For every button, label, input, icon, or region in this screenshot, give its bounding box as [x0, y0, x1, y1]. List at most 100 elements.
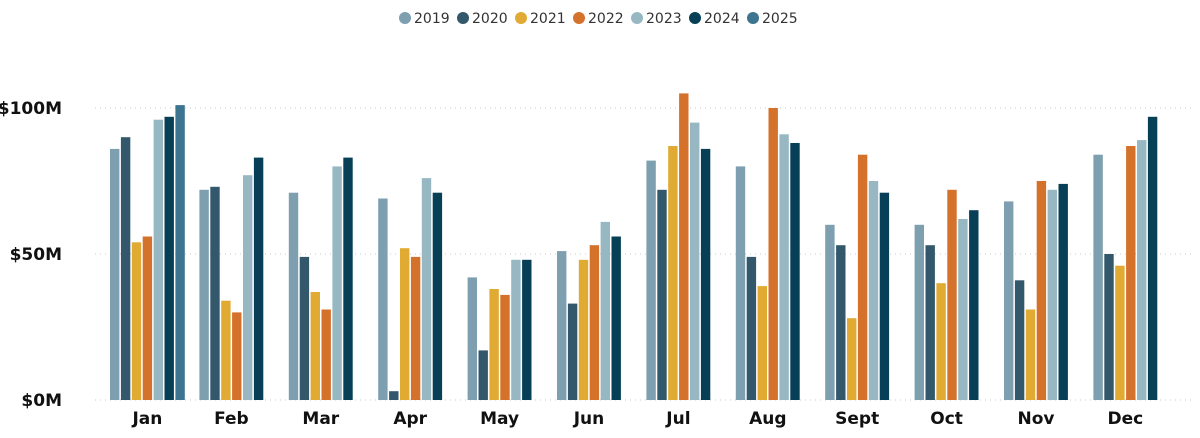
bar-jun-2023[interactable]: [600, 221, 610, 400]
bar-jul-2021[interactable]: [668, 146, 678, 400]
bar-group-dec: [1093, 116, 1158, 401]
x-axis: Jan Feb Mar Apr May Jun Jul Aug Sept Oct Nov Dec: [131, 409, 1143, 429]
bar-nov-2021[interactable]: [1025, 309, 1036, 401]
legend-item-2024[interactable]: 2024: [689, 11, 740, 27]
bar-jan-2021[interactable]: [131, 242, 142, 400]
bar-dec-2023[interactable]: [1137, 140, 1147, 400]
bar-feb-2022[interactable]: [232, 312, 242, 400]
bar-dec-2019[interactable]: [1093, 154, 1103, 400]
bar-nov-2024[interactable]: [1058, 183, 1068, 400]
bar-apr-2021[interactable]: [400, 248, 410, 400]
bar-jun-2022[interactable]: [589, 245, 600, 400]
bar-jun-2024[interactable]: [611, 236, 621, 401]
legend-item-2023[interactable]: 2023: [631, 11, 682, 27]
bar-may-2019[interactable]: [467, 277, 477, 400]
bar-jan-2024[interactable]: [164, 116, 174, 401]
bar-dec-2021[interactable]: [1115, 265, 1125, 400]
bar-jul-2024[interactable]: [700, 148, 711, 400]
bar-feb-2023[interactable]: [243, 175, 253, 400]
bar-jun-2021[interactable]: [578, 259, 589, 400]
bar-aug-2022[interactable]: [768, 108, 778, 400]
bar-dec-2022[interactable]: [1126, 146, 1136, 400]
bar-feb-2020[interactable]: [210, 186, 220, 400]
bar-sept-2020[interactable]: [836, 245, 846, 400]
x-tick-label: Jun: [573, 409, 605, 429]
bar-may-2022[interactable]: [500, 294, 510, 400]
bar-feb-2024[interactable]: [253, 157, 264, 400]
bar-nov-2019[interactable]: [1004, 201, 1014, 400]
bar-mar-2021[interactable]: [310, 292, 320, 400]
bar-dec-2020[interactable]: [1104, 254, 1114, 400]
bar-oct-2020[interactable]: [925, 245, 935, 400]
legend-label: 2024: [704, 11, 740, 27]
bar-apr-2019[interactable]: [378, 198, 388, 401]
legend: 2019 2020 2021 2022 2023 2024 2025: [399, 11, 798, 27]
legend-label: 2023: [646, 11, 682, 27]
bar-sept-2021[interactable]: [847, 318, 857, 400]
bar-oct-2022[interactable]: [947, 189, 957, 400]
bar-aug-2021[interactable]: [757, 286, 767, 400]
bar-sept-2022[interactable]: [857, 154, 868, 400]
bar-apr-2024[interactable]: [432, 192, 443, 400]
bar-may-2023[interactable]: [511, 259, 521, 400]
bar-group-aug: [735, 108, 800, 401]
bar-feb-2021[interactable]: [221, 300, 231, 400]
bar-group-jun: [557, 221, 621, 401]
bar-jan-2025[interactable]: [175, 105, 185, 400]
legend-item-2020[interactable]: 2020: [457, 11, 508, 27]
legend-item-2021[interactable]: 2021: [515, 11, 566, 27]
bar-apr-2020[interactable]: [389, 391, 399, 400]
bar-mar-2022[interactable]: [321, 309, 331, 401]
bar-jul-2019[interactable]: [646, 160, 656, 400]
bar-apr-2023[interactable]: [421, 178, 432, 400]
legend-item-2022[interactable]: 2022: [573, 11, 624, 27]
bar-jan-2022[interactable]: [142, 236, 153, 401]
bar-oct-2024[interactable]: [969, 210, 979, 400]
bar-group-jul: [646, 93, 711, 401]
bar-group-mar: [288, 157, 353, 401]
bar-aug-2024[interactable]: [790, 143, 800, 400]
x-tick-label: Jan: [131, 409, 162, 429]
bar-nov-2022[interactable]: [1036, 181, 1047, 400]
bar-oct-2021[interactable]: [936, 283, 946, 400]
legend-item-2019[interactable]: 2019: [399, 11, 450, 27]
bar-jun-2019[interactable]: [557, 251, 567, 400]
bar-jul-2023[interactable]: [690, 122, 700, 400]
bar-aug-2019[interactable]: [735, 166, 746, 400]
bar-nov-2020[interactable]: [1014, 280, 1025, 400]
bar-mar-2020[interactable]: [299, 256, 310, 400]
bar-group-sept: [825, 154, 890, 400]
bar-sept-2024[interactable]: [879, 192, 890, 400]
bar-sept-2023[interactable]: [868, 181, 879, 400]
bar-oct-2023[interactable]: [958, 219, 968, 400]
bar-nov-2023[interactable]: [1047, 189, 1057, 400]
y-tick-label: $0M: [21, 391, 62, 411]
bar-group-nov: [1004, 181, 1068, 400]
bar-feb-2019[interactable]: [199, 189, 209, 400]
bar-jan-2020[interactable]: [120, 137, 131, 400]
legend-label: 2019: [414, 11, 450, 27]
bar-jul-2020[interactable]: [657, 189, 667, 400]
legend-marker: [457, 12, 469, 24]
bar-mar-2023[interactable]: [332, 166, 342, 400]
bar-oct-2019[interactable]: [914, 224, 924, 400]
legend-label: 2025: [762, 11, 798, 27]
bar-may-2024[interactable]: [522, 259, 532, 400]
bar-apr-2022[interactable]: [410, 256, 421, 400]
legend-item-2025[interactable]: 2025: [747, 11, 798, 27]
bar-mar-2024[interactable]: [343, 157, 353, 400]
bar-may-2021[interactable]: [489, 289, 499, 400]
bar-jun-2020[interactable]: [567, 303, 578, 400]
bar-may-2020[interactable]: [478, 350, 488, 400]
bar-jul-2022[interactable]: [679, 93, 689, 401]
bar-jan-2023[interactable]: [153, 119, 163, 400]
bar-group-feb: [199, 157, 264, 400]
bar-sept-2019[interactable]: [825, 224, 835, 400]
legend-marker: [515, 12, 527, 24]
bar-mar-2019[interactable]: [288, 192, 299, 400]
bar-dec-2024[interactable]: [1147, 116, 1158, 401]
bar-aug-2023[interactable]: [779, 134, 789, 401]
bar-aug-2020[interactable]: [746, 256, 757, 400]
bar-jan-2019[interactable]: [110, 148, 120, 400]
legend-marker: [573, 12, 585, 24]
